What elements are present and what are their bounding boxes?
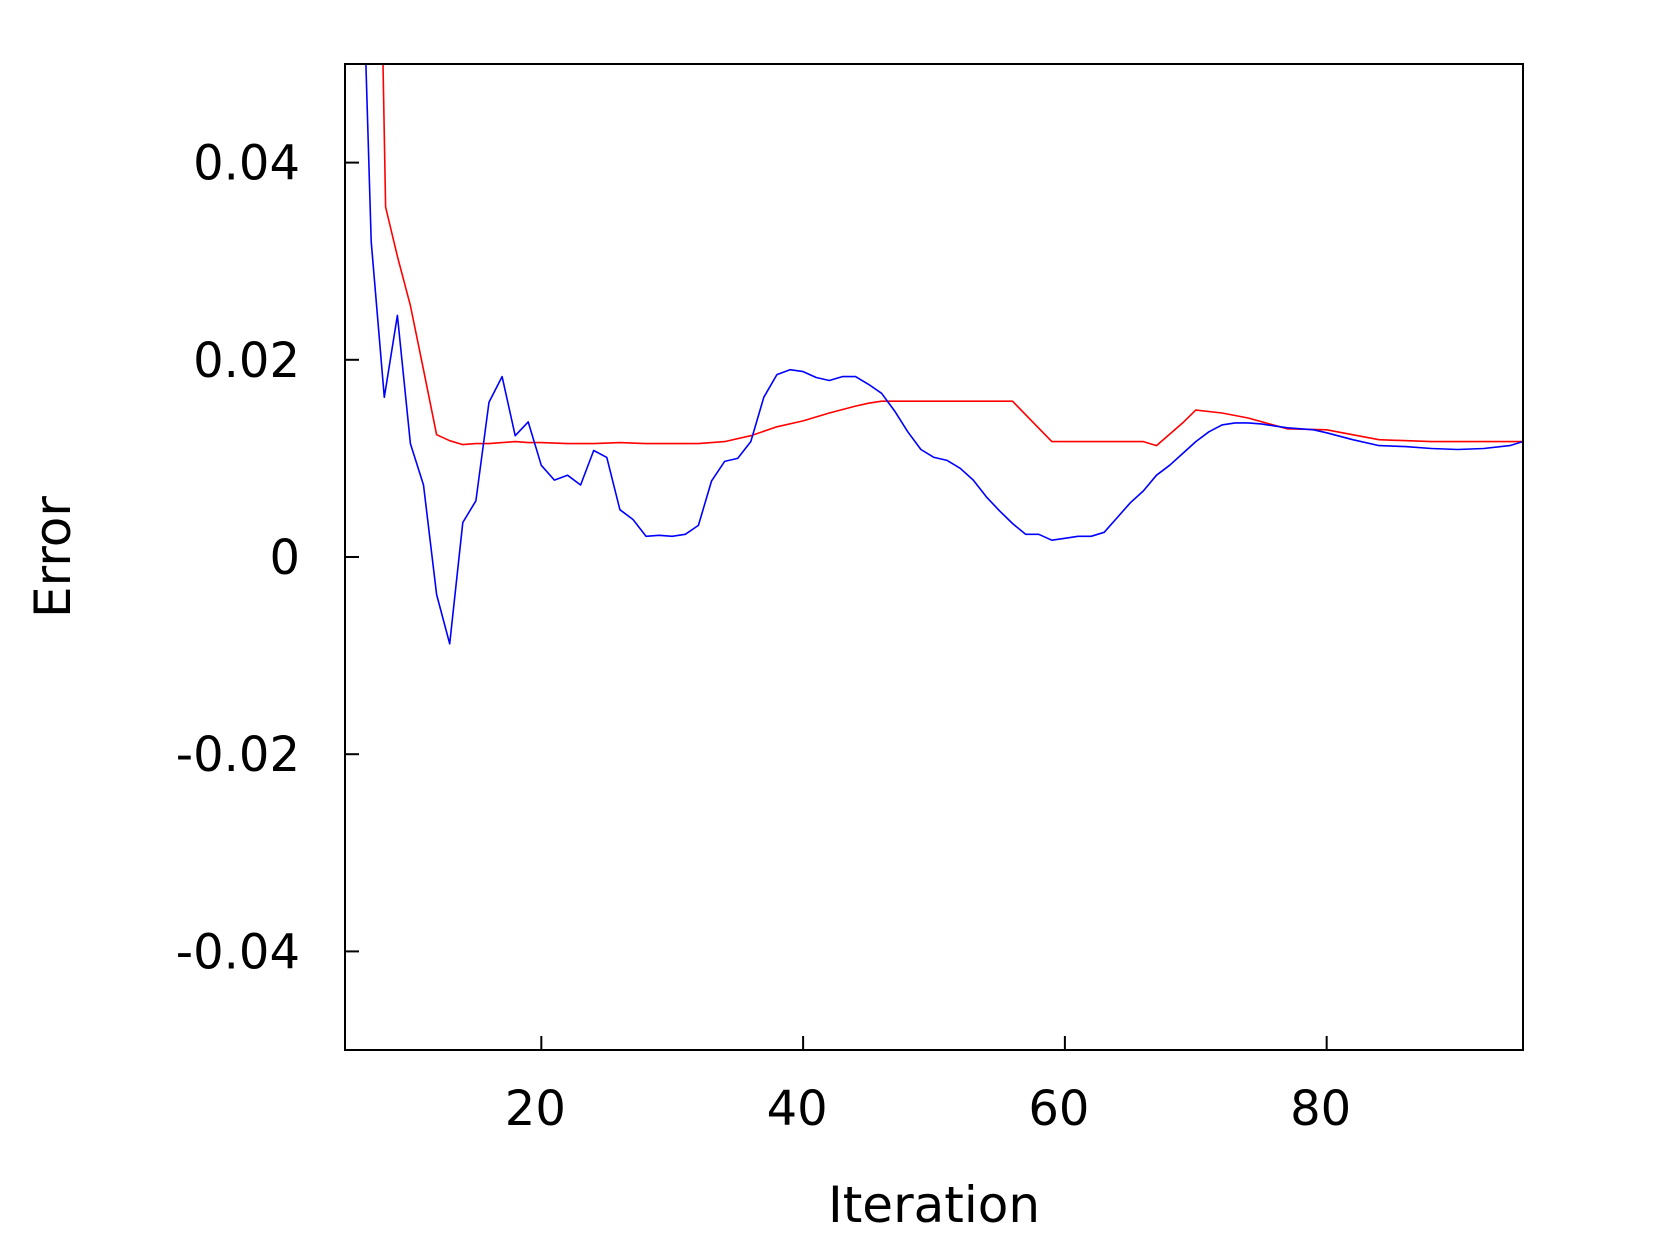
series-layer — [365, 64, 1523, 645]
y-axis-title: Error — [24, 496, 82, 618]
x-tick-label: 20 — [505, 1081, 566, 1137]
y-tick-label: 0 — [269, 530, 300, 586]
series-line-1 — [382, 64, 1523, 447]
y-axis: 0.04 0.02 0 -0.02 -0.04 — [176, 136, 359, 980]
x-tick-label: 80 — [1290, 1081, 1351, 1137]
y-tick-label: 0.02 — [193, 333, 300, 389]
y-tick-label: -0.02 — [176, 727, 300, 783]
x-axis: 20 40 60 80 — [505, 1036, 1351, 1137]
x-tick-label: 40 — [767, 1081, 828, 1137]
series-line-2 — [365, 64, 1523, 645]
x-tick-label: 60 — [1028, 1081, 1089, 1137]
y-tick-label: 0.04 — [193, 136, 300, 192]
x-axis-title: Iteration — [828, 1176, 1040, 1234]
y-tick-label: -0.04 — [176, 924, 300, 980]
